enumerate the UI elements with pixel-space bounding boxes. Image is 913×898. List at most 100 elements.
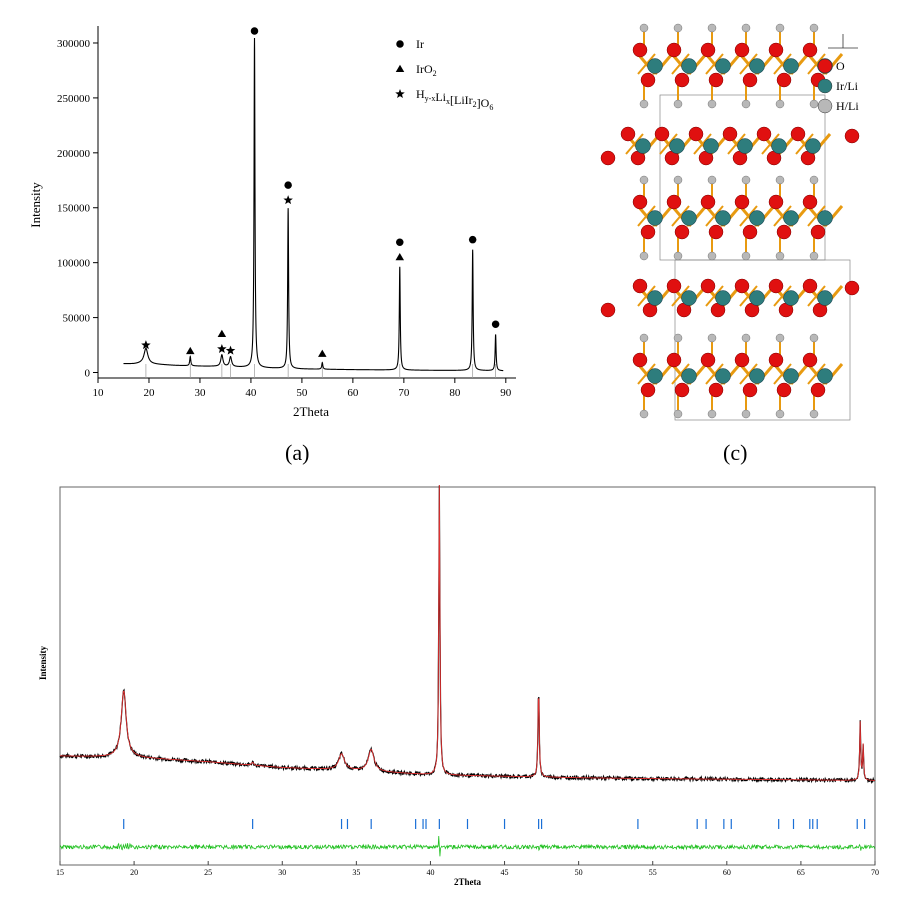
circle-legend-marker bbox=[396, 40, 404, 48]
y-tick-label: 150000 bbox=[57, 203, 91, 215]
y-tick-label: 300000 bbox=[57, 38, 91, 50]
bond bbox=[773, 285, 792, 307]
bond bbox=[807, 285, 826, 307]
structure-layer bbox=[632, 175, 844, 261]
h-li-atom bbox=[707, 99, 717, 109]
y-tick-label: 100000 bbox=[57, 258, 91, 270]
bond bbox=[739, 205, 758, 227]
structure-layer bbox=[632, 333, 844, 419]
oxygen-atom bbox=[742, 72, 758, 88]
h-li-atom bbox=[639, 23, 649, 33]
h-li-atom bbox=[809, 409, 819, 419]
oxygen-atom bbox=[708, 72, 724, 88]
bond bbox=[637, 363, 656, 385]
h-li-atom bbox=[741, 251, 751, 261]
star-phase-marker bbox=[283, 195, 293, 205]
circle-phase-marker bbox=[491, 320, 500, 329]
x-axis-label: 2Theta bbox=[454, 877, 482, 887]
oxygen-atom bbox=[768, 352, 784, 368]
crystal-structure-image: O Ir/Li H/Li bbox=[600, 23, 860, 421]
bond bbox=[705, 363, 724, 385]
legend-label: Hy-xLix[LiIr2]O6 bbox=[416, 87, 493, 112]
ir-li-atom bbox=[817, 368, 833, 384]
x-tick-label: 25 bbox=[204, 868, 212, 877]
oxygen-atom bbox=[708, 382, 724, 398]
bond bbox=[807, 363, 826, 385]
h-li-atom bbox=[741, 99, 751, 109]
h-li-atom bbox=[741, 409, 751, 419]
ir-li-atom bbox=[681, 210, 697, 226]
oxygen-atom bbox=[756, 126, 772, 142]
structure-legend-label: H/Li bbox=[836, 99, 859, 113]
oxygen-atom bbox=[620, 126, 636, 142]
observed-pattern-line bbox=[59, 485, 876, 785]
oxygen-atom bbox=[674, 72, 690, 88]
circle-phase-marker bbox=[250, 27, 259, 35]
structure-legend-swatch bbox=[817, 78, 833, 94]
h-li-atom bbox=[673, 175, 683, 185]
x-axis-label: 2Theta bbox=[293, 404, 329, 419]
ir-li-atom bbox=[771, 138, 787, 154]
bond bbox=[795, 133, 814, 155]
x-tick-label: 45 bbox=[501, 868, 509, 877]
h-li-atom bbox=[775, 409, 785, 419]
oxygen-atom bbox=[674, 382, 690, 398]
h-li-atom bbox=[741, 23, 751, 33]
oxygen-atom bbox=[700, 352, 716, 368]
ir-li-atom bbox=[817, 210, 833, 226]
structure-legend-label: O bbox=[836, 59, 845, 73]
x-tick-label: 30 bbox=[278, 868, 286, 877]
x-tick-label: 40 bbox=[245, 387, 257, 399]
h-li-atom bbox=[673, 99, 683, 109]
h-li-atom bbox=[707, 175, 717, 185]
bond bbox=[671, 53, 690, 75]
oxygen-atom bbox=[802, 352, 818, 368]
h-li-atom bbox=[775, 333, 785, 343]
h-li-atom bbox=[775, 99, 785, 109]
ir-li-atom bbox=[749, 290, 765, 306]
ir-li-atom bbox=[749, 368, 765, 384]
x-tick-label: 50 bbox=[575, 868, 583, 877]
x-tick-label: 80 bbox=[449, 387, 461, 399]
h-li-atom bbox=[775, 23, 785, 33]
h-li-atom bbox=[775, 251, 785, 261]
y-tick-label: 250000 bbox=[57, 93, 91, 105]
oxygen-atom bbox=[810, 224, 826, 240]
legend-label: Ir bbox=[416, 37, 424, 51]
x-tick-label: 60 bbox=[723, 868, 731, 877]
bond bbox=[807, 205, 826, 227]
x-tick-label: 70 bbox=[398, 387, 410, 399]
x-tick-label: 20 bbox=[130, 868, 138, 877]
oxygen-atom bbox=[776, 382, 792, 398]
triangle-phase-marker bbox=[217, 329, 227, 337]
bond bbox=[773, 363, 792, 385]
bond bbox=[739, 285, 758, 307]
x-tick-label: 40 bbox=[426, 868, 434, 877]
h-li-atom bbox=[673, 409, 683, 419]
bond bbox=[727, 133, 746, 155]
oxygen-atom bbox=[810, 382, 826, 398]
h-li-atom bbox=[707, 23, 717, 33]
oxygen-atom bbox=[640, 72, 656, 88]
bond bbox=[773, 205, 792, 227]
ir-li-atom bbox=[647, 290, 663, 306]
bond bbox=[705, 285, 724, 307]
ir-li-atom bbox=[715, 58, 731, 74]
plot-frame bbox=[59, 486, 876, 866]
x-tick-label: 60 bbox=[347, 387, 359, 399]
bond bbox=[705, 53, 724, 75]
legend-label: IrO2 bbox=[416, 62, 437, 78]
oxygen-atom bbox=[654, 126, 670, 142]
h-li-atom bbox=[639, 251, 649, 261]
structure-layer bbox=[600, 278, 860, 318]
oxygen-atom bbox=[688, 126, 704, 142]
oxygen-atom bbox=[666, 42, 682, 58]
x-tick-label: 15 bbox=[56, 868, 64, 877]
bond bbox=[693, 133, 712, 155]
x-tick-label: 70 bbox=[871, 868, 879, 877]
oxygen-atom bbox=[666, 278, 682, 294]
bond bbox=[671, 363, 690, 385]
bond bbox=[671, 205, 690, 227]
structure-layer bbox=[632, 23, 844, 109]
oxygen-atom bbox=[674, 224, 690, 240]
